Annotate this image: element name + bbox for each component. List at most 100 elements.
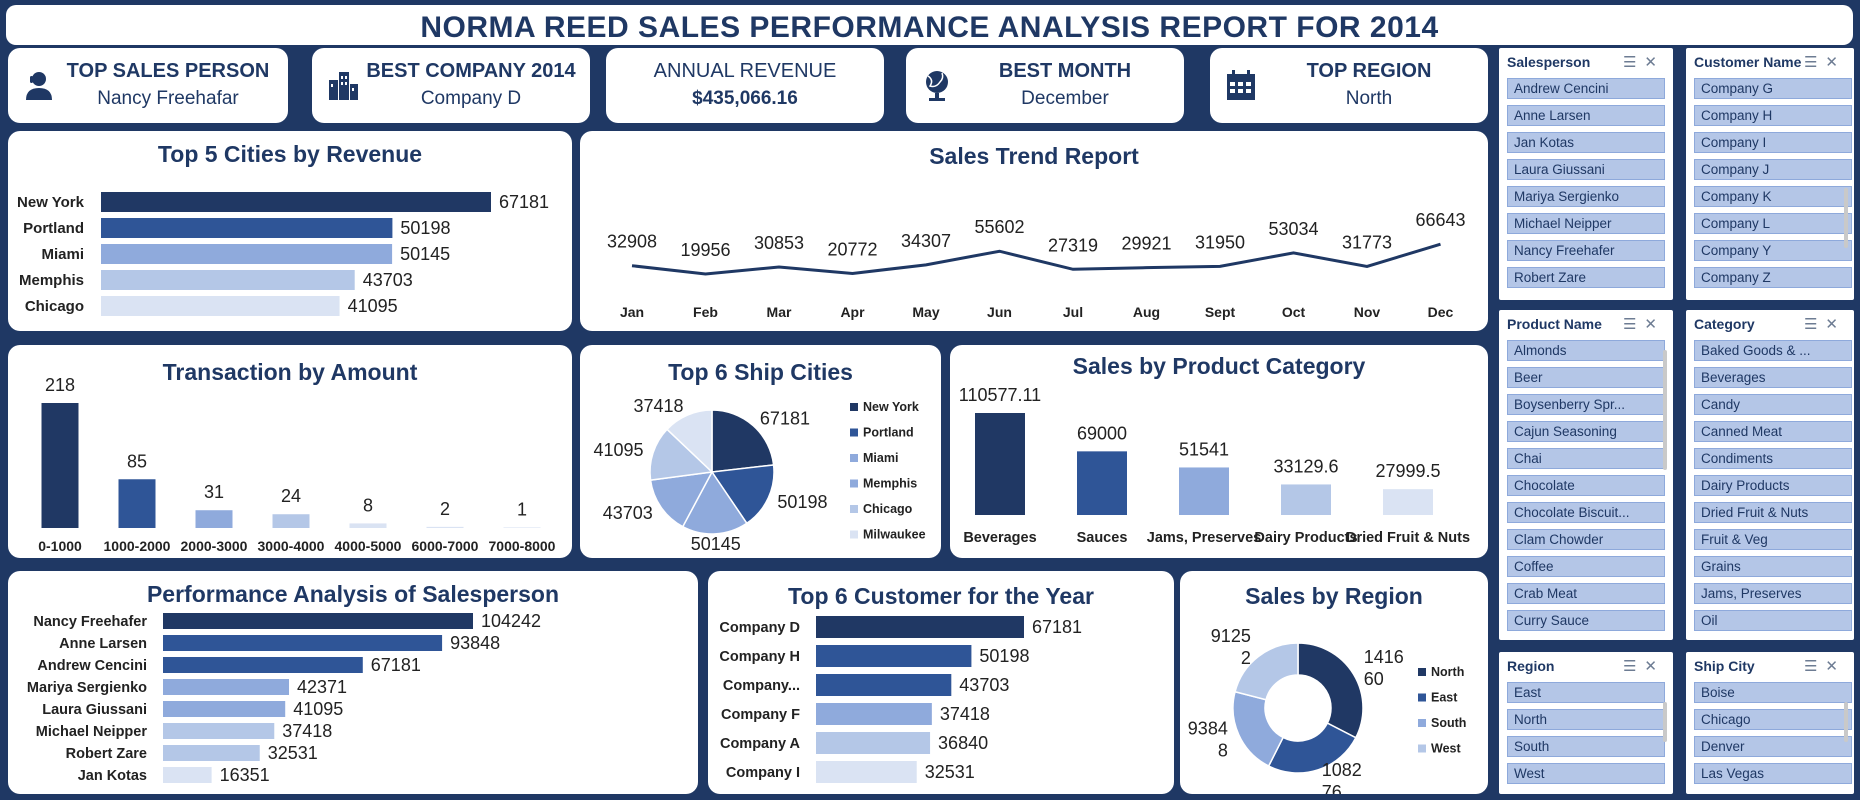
slicer-item[interactable]: Anne Larsen	[1507, 105, 1665, 126]
data-label: 1082	[1322, 760, 1362, 780]
data-label: 30853	[754, 233, 804, 253]
data-label: 9125	[1211, 626, 1251, 646]
slicer-item[interactable]: Beer	[1507, 367, 1665, 388]
bar	[101, 192, 491, 212]
slicer-item[interactable]: North	[1507, 709, 1665, 730]
slicer-item[interactable]: Robert Zare	[1507, 267, 1665, 288]
slicer-item[interactable]: Andrew Cencini	[1507, 78, 1665, 99]
slicer-item[interactable]: Fruit & Veg	[1694, 529, 1852, 550]
category-label: Robert Zare	[66, 746, 147, 762]
bar	[195, 510, 233, 528]
slicer-item[interactable]: Curry Sauce	[1507, 610, 1665, 631]
bar	[816, 732, 931, 754]
slicer-item[interactable]: Las Vegas	[1694, 763, 1852, 784]
slicer-item[interactable]: Mariya Sergienko	[1507, 186, 1665, 207]
slicer-item[interactable]: Company K	[1694, 186, 1852, 207]
slicer-item[interactable]: Denver	[1694, 736, 1852, 757]
slicer-item[interactable]: Boise	[1694, 682, 1852, 703]
multiselect-filter-icon[interactable]: ☰✕	[1803, 54, 1846, 71]
kpi-best-month: BEST MONTH December	[906, 48, 1184, 123]
scrollbar[interactable]	[1844, 702, 1848, 742]
slicer-item[interactable]: Boysenberry Spr...	[1507, 394, 1665, 415]
chart-salesperson: Nancy Freehafer 104242 Anne Larsen 93848 And…	[27, 611, 541, 785]
globe-icon	[926, 71, 948, 101]
kpi-best-company: BEST COMPANY 2014 Company D	[312, 48, 590, 123]
tick-label: Jun	[987, 304, 1012, 320]
slicer-item[interactable]: Michael Neipper	[1507, 213, 1665, 234]
slicer-item[interactable]: Company H	[1694, 105, 1852, 126]
slicer-item[interactable]: Coffee	[1507, 556, 1665, 577]
legend-label: East	[1431, 691, 1458, 705]
slicer-item[interactable]: Company I	[1694, 132, 1852, 153]
slicer-item[interactable]: Company Z	[1694, 267, 1852, 288]
kpi-value: North	[1345, 88, 1393, 109]
slicer-item[interactable]: West	[1507, 763, 1665, 784]
slicer-item[interactable]: Company J	[1694, 159, 1852, 180]
value-label: 51541	[1179, 439, 1229, 459]
chart-title: Sales Trend Report	[929, 143, 1139, 169]
tick-label: Aug	[1133, 304, 1160, 320]
category-label: Portland	[23, 220, 84, 237]
slicer-item[interactable]: Laura Giussani	[1507, 159, 1665, 180]
panel-transactions: Transaction by Amount 218 0-1000 85 1000-20…	[8, 345, 572, 558]
slicer-item[interactable]: Dried Fruit & Nuts	[1694, 502, 1852, 523]
slicer-item[interactable]: Jan Kotas	[1507, 132, 1665, 153]
kpi-label: BEST MONTH	[998, 60, 1132, 82]
slicer-item[interactable]: Canned Meat	[1694, 421, 1852, 442]
multiselect-filter-icon[interactable]: ☰✕	[1622, 316, 1665, 333]
bar	[349, 523, 387, 528]
panel-sales-trend: Sales Trend Report 32908 Jan 19956 Feb 30853…	[580, 131, 1488, 331]
value-label: 2	[440, 499, 450, 519]
multiselect-filter-icon[interactable]: ☰✕	[1803, 658, 1846, 675]
slicer-item[interactable]: Grains	[1694, 556, 1852, 577]
bar	[163, 613, 473, 629]
category-label: 6000-7000	[412, 538, 479, 554]
category-label: 4000-5000	[335, 538, 402, 554]
legend-label: Memphis	[863, 477, 917, 491]
value-label: 42371	[297, 677, 347, 697]
legend-label: South	[1431, 716, 1466, 730]
slicer-items: Almonds Beer Boysenberry Spr... Cajun Seaso…	[1507, 340, 1665, 637]
slicer-item[interactable]: Clam Chowder	[1507, 529, 1665, 550]
slicer-item[interactable]: Candy	[1694, 394, 1852, 415]
slicer-item[interactable]: Chai	[1507, 448, 1665, 469]
multiselect-filter-icon[interactable]: ☰✕	[1803, 316, 1846, 333]
scrollbar[interactable]	[1663, 702, 1667, 742]
multiselect-filter-icon[interactable]: ☰✕	[1622, 658, 1665, 675]
slicer-item[interactable]: Chocolate	[1507, 475, 1665, 496]
multiselect-filter-icon[interactable]: ☰✕	[1622, 54, 1665, 71]
slicer-item[interactable]: Chicago	[1694, 709, 1852, 730]
slicer-item[interactable]: Cajun Seasoning	[1507, 421, 1665, 442]
slice	[1267, 722, 1357, 774]
category-label: Nancy Freehafer	[33, 614, 147, 630]
calendar-icon	[1227, 70, 1255, 100]
chart-transactions: 2180-1000851000-2000312000-3000243000-40…	[38, 375, 555, 554]
slicer-item[interactable]: Crab Meat	[1507, 583, 1665, 604]
slicer-item[interactable]: Almonds	[1507, 340, 1665, 361]
slicer-item[interactable]: Oil	[1694, 610, 1852, 631]
slicer-item[interactable]: East	[1507, 682, 1665, 703]
slicer-item[interactable]: Dairy Products	[1694, 475, 1852, 496]
slicer-item[interactable]: Company G	[1694, 78, 1852, 99]
scrollbar[interactable]	[1844, 188, 1848, 248]
data-label: 2	[1241, 648, 1251, 668]
legend-swatch	[1418, 719, 1426, 727]
legend-label: Portland	[863, 426, 914, 440]
slicer-item[interactable]: Company Y	[1694, 240, 1852, 261]
tick-label: Jul	[1063, 304, 1083, 320]
slicer-item[interactable]: Condiments	[1694, 448, 1852, 469]
slicer-region: Region ☰✕ East North South West	[1499, 652, 1673, 794]
slice	[649, 428, 714, 481]
series-line	[631, 242, 1441, 276]
slicer-item[interactable]: Jams, Preserves	[1694, 583, 1852, 604]
scrollbar[interactable]	[1663, 350, 1667, 470]
slicer-item[interactable]: South	[1507, 736, 1665, 757]
slicer-item[interactable]: Nancy Freehafer	[1507, 240, 1665, 261]
slicer-item[interactable]: Company L	[1694, 213, 1852, 234]
data-label: 29921	[1121, 234, 1171, 254]
tick-label: Sept	[1205, 304, 1236, 320]
slicer-item[interactable]: Chocolate Biscuit...	[1507, 502, 1665, 523]
slicer-item[interactable]: Baked Goods & ...	[1694, 340, 1852, 361]
slicer-item[interactable]: Beverages	[1694, 367, 1852, 388]
value-label: 16351	[220, 765, 270, 785]
